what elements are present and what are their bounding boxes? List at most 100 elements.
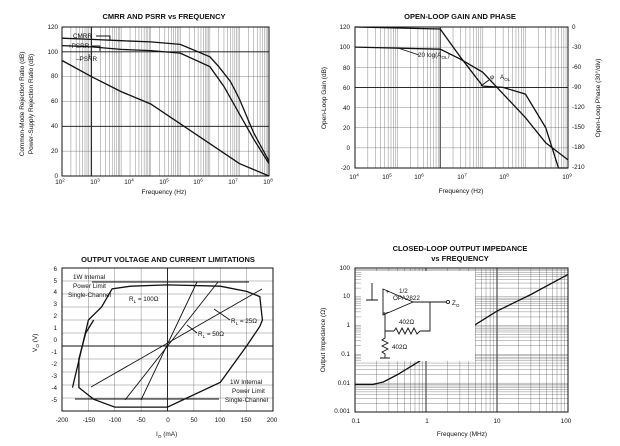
c1-ytick: 60: [51, 98, 59, 105]
c1-xtick: 106: [193, 178, 203, 187]
c1-xtick: 105: [159, 178, 169, 187]
c3-ylabel: VO (V): [32, 334, 40, 352]
cmrr-psrr-chart: CMRR AND PSRR vs FREQUENCY CMRR +PSRR –P…: [19, 12, 273, 196]
minus-psrr-curve: [61, 59, 270, 177]
c2-y2tick: -150: [572, 124, 585, 131]
c3-ytick: -4: [51, 385, 57, 392]
c4-ytick: 100: [339, 265, 350, 272]
inset-schematic: + – 1/2 OPA2822 402Ω 402Ω ZO: [361, 271, 475, 361]
c2-y2tick: 0: [572, 24, 576, 31]
rl-25-leader: [213, 308, 231, 321]
c3-ytick: 2: [53, 313, 57, 320]
c4-xtick: 100: [561, 418, 572, 425]
phase-curve-label: φ: [490, 74, 494, 81]
opamp-half-label: 1/2: [399, 288, 408, 295]
c4-xtick: 1: [425, 418, 429, 425]
c1-ylabel-psrr: Power-Supply Rejection Ratio (dB): [28, 54, 35, 154]
c2-y2tick: -30: [572, 44, 582, 51]
inset-background: [361, 271, 475, 361]
c2-y2tick: -90: [572, 84, 582, 91]
c2-ytick: 100: [339, 44, 350, 51]
chart3-frame: [61, 267, 274, 412]
c3-ytick: 5: [53, 278, 57, 285]
c4-ytick: 10: [343, 293, 351, 300]
power-limit-curve: [71, 319, 90, 388]
c2-y2tick: -180: [572, 144, 585, 151]
c3-ytick: 0: [53, 337, 57, 344]
c4-xlabel: Frequency (MHz): [437, 431, 487, 438]
output-limit-boundary: [78, 284, 264, 408]
open-loop-gain-phase-chart: OPEN-LOOP GAIN AND PHASE 20 log(AOL) φ A…: [321, 12, 602, 195]
c3-xtick: 100: [215, 417, 226, 424]
c3-xtick: 200: [267, 417, 278, 424]
legend-plus-psrr: +PSRR: [68, 43, 90, 50]
feedback-wire: [385, 301, 448, 332]
chart1-frame: [61, 26, 270, 177]
c3-ytick: 3: [53, 301, 57, 308]
power-limit-label-top-3: Single-Channel: [68, 292, 111, 299]
phase-label-leader: [480, 79, 490, 87]
load-line-100-ohm: [140, 281, 198, 401]
inset-ground-left: [366, 283, 378, 301]
power-limit-label-top-2: Power Limit: [73, 283, 106, 290]
opamp-minus: –: [386, 309, 390, 316]
c4-ytick: 0.001: [334, 408, 350, 415]
inverting-input-wire: [383, 312, 386, 331]
load-line-25-ohm: [90, 288, 263, 388]
output-impedance-chart: CLOSED-LOOP OUTPUT IMPEDANCE vs FREQUENC…: [320, 244, 572, 438]
c3-ytick: -3: [51, 373, 57, 380]
c1-xtick: 104: [124, 178, 134, 187]
c2-xlabel: Frequency (Hz): [439, 188, 484, 195]
opamp-triangle: [382, 288, 415, 316]
legend-cmrr: CMRR: [73, 33, 92, 40]
c2-y2tick: -210: [572, 164, 585, 171]
gain-curve-label: 20 log(AOL): [418, 52, 450, 60]
c2-y2label: Open-Loop Phase (30°/div): [594, 59, 602, 138]
power-limit-label-bottom-2: Power Limit: [232, 388, 265, 395]
c4-xtick: 10: [493, 418, 501, 425]
c1-ytick: 80: [51, 73, 59, 80]
phase-curve-label-a: AOL: [500, 74, 511, 82]
c2-ytick: -20: [341, 165, 351, 172]
power-limit-label-bottom-1: 1W Internal: [230, 379, 262, 386]
c1-ytick: 0: [54, 173, 58, 180]
c4-ytick: 0.01: [338, 380, 351, 387]
rl-50-label: RL = 50Ω: [198, 331, 224, 339]
opamp-part-label: OPA2822: [393, 295, 420, 302]
c2-y2tick: -120: [572, 104, 585, 111]
c4-ylabel: Output Impedance (Ω): [320, 308, 327, 372]
c1-xtick: 108: [263, 178, 273, 187]
c1-xtick: 102: [55, 178, 65, 187]
c1-xtick: 107: [228, 178, 238, 187]
c2-xtick: 106: [414, 173, 424, 182]
c2-y2tick: -60: [572, 64, 582, 71]
chart4-title-line2: vs FREQUENCY: [431, 254, 489, 263]
c2-ytick: 120: [339, 24, 350, 31]
c2-ytick: 20: [343, 125, 351, 132]
c4-ytick: 1: [346, 322, 350, 329]
opamp-plus: +: [386, 289, 390, 296]
c3-ytick: -2: [51, 361, 57, 368]
chart3-title: OUTPUT VOLTAGE AND CURRENT LIMITATIONS: [81, 255, 255, 264]
open-loop-phase-curve: [354, 26, 568, 169]
feedback-resistor: [393, 326, 421, 336]
c3-ytick: 4: [53, 289, 57, 296]
c2-ytick: 0: [346, 145, 350, 152]
c1-ytick: 120: [47, 24, 58, 31]
c3-ytick: -1: [51, 349, 57, 356]
power-limit-label-bottom-3: Single-Channel: [225, 397, 268, 404]
c1-ylabel-cmrr: Common-Mode Rejection Ratio (dB): [19, 52, 26, 157]
c3-ytick: -5: [51, 397, 57, 404]
c2-xtick: 105: [382, 173, 392, 182]
ground-resistor: [380, 331, 390, 359]
c2-xtick: 104: [349, 173, 359, 182]
c3-xtick: 150: [241, 417, 252, 424]
chart4-title-line1: CLOSED-LOOP OUTPUT IMPEDANCE: [393, 244, 528, 253]
rl-25-label: RL = 25Ω: [231, 318, 257, 326]
c3-ytick: 1: [53, 325, 57, 332]
c1-ytick: 40: [51, 123, 59, 130]
legend-cmrr-leader: [96, 35, 111, 40]
c3-ytick: 6: [53, 266, 57, 273]
c1-ytick: 100: [47, 49, 58, 56]
